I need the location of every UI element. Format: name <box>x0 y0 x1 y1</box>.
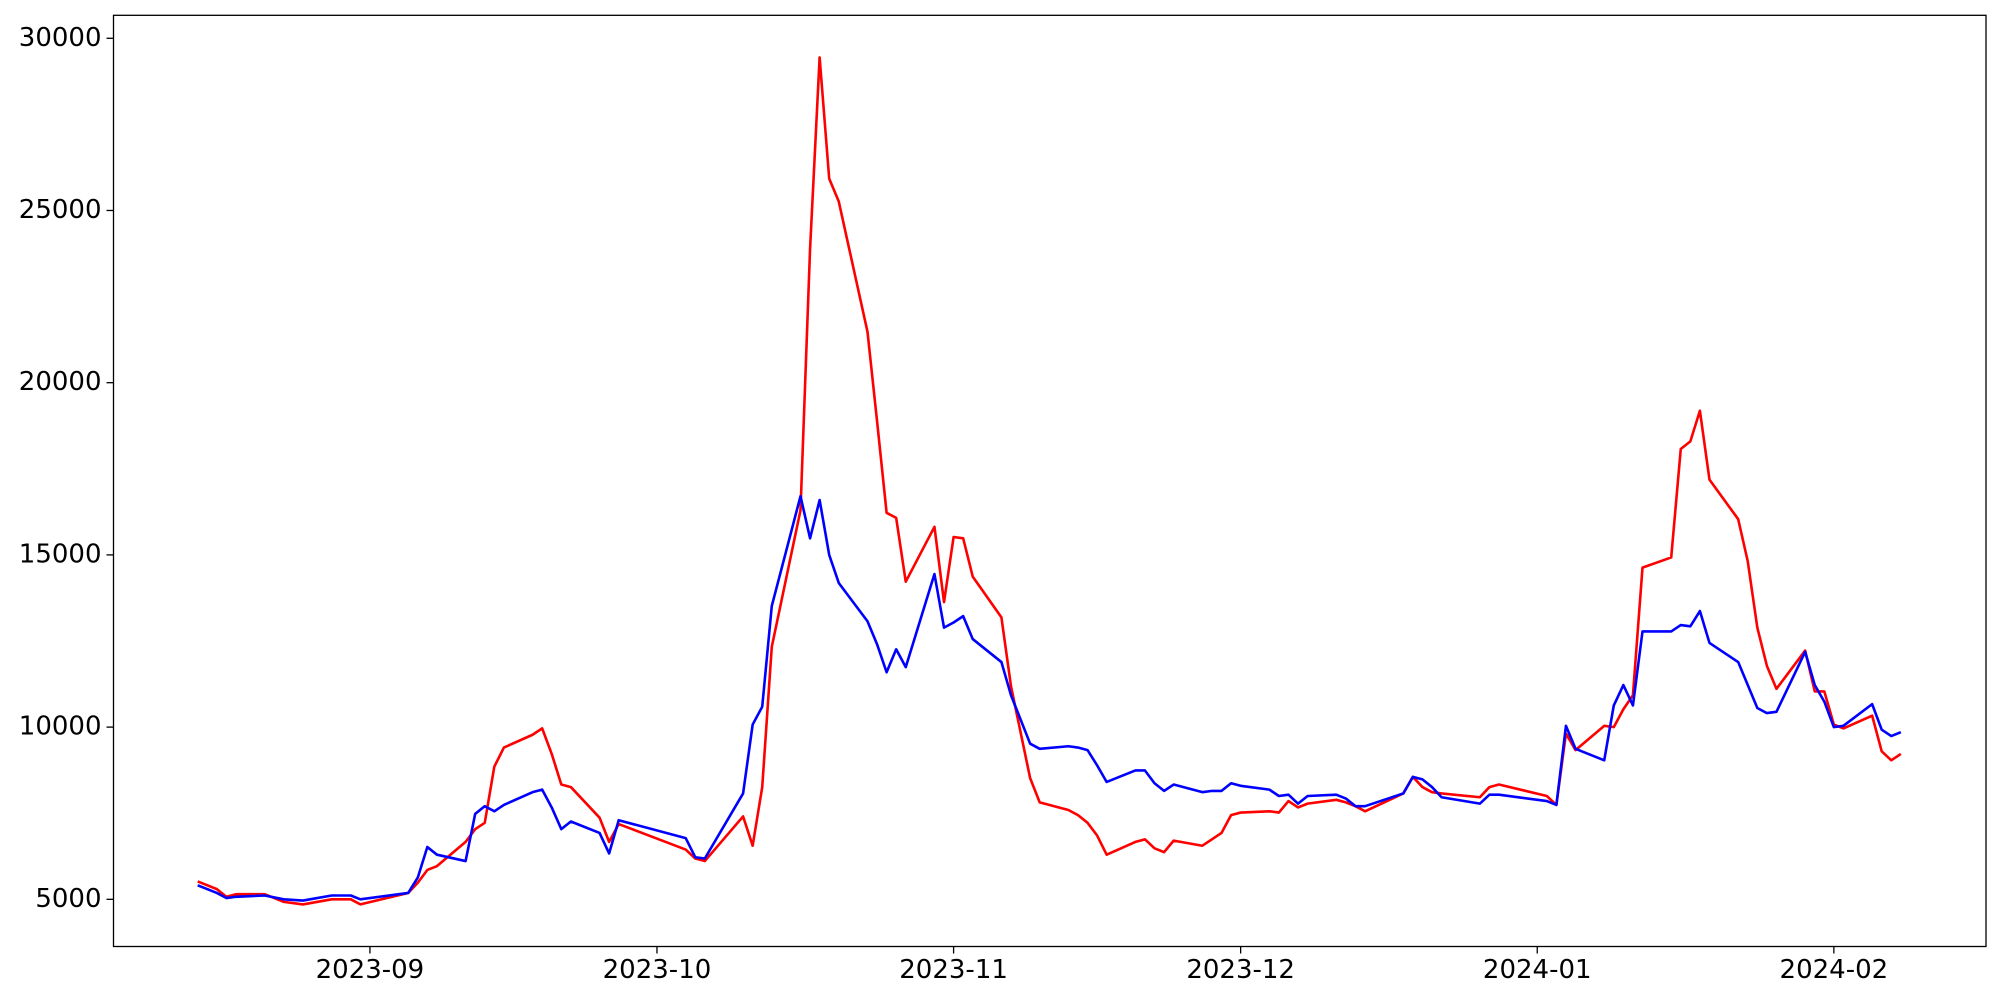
y-tick-label: 30000 <box>19 23 102 53</box>
x-tick-label: 2023-11 <box>899 955 1008 985</box>
y-tick-label: 10000 <box>19 712 102 742</box>
y-tick-label: 25000 <box>19 195 102 225</box>
x-tick-label: 2023-10 <box>603 955 712 985</box>
x-tick-label: 2024-02 <box>1780 955 1889 985</box>
x-tick-label: 2024-01 <box>1483 955 1592 985</box>
y-tick-label: 5000 <box>35 884 101 914</box>
x-tick-label: 2023-09 <box>316 955 425 985</box>
line-series <box>197 56 1902 906</box>
plot-frame <box>112 14 1987 948</box>
y-tick-label: 20000 <box>19 367 102 397</box>
x-tick-label: 2023-12 <box>1186 955 1295 985</box>
y-tick-label: 15000 <box>19 539 102 569</box>
line-series <box>197 494 1902 902</box>
